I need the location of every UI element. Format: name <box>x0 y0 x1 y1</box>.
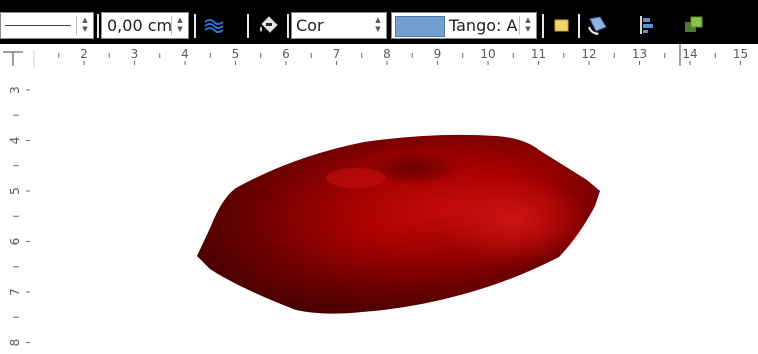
ruler-number: 4 <box>8 137 22 145</box>
toolbar-separator <box>578 14 580 38</box>
ruler-number: 9 <box>434 47 442 61</box>
shadow-button[interactable] <box>550 12 572 39</box>
ruler-number: 8 <box>383 47 391 61</box>
toolbar-separator <box>542 14 544 38</box>
torus-3d-object[interactable] <box>34 70 758 354</box>
drawing-toolbar: ▲ ▼ 0,00 cm ▲ ▼ Cor ▲ ▼ Tango: A ▲ ▼ <box>0 0 758 44</box>
ruler-number: 13 <box>632 47 647 61</box>
toolbar-separator <box>247 14 249 38</box>
line-style-preview <box>5 25 71 26</box>
line-style-spin[interactable]: ▲ ▼ <box>82 16 88 33</box>
line-width-spin[interactable]: ▲ ▼ <box>177 16 183 33</box>
shadow-icon <box>554 19 569 32</box>
ruler-number: 5 <box>232 47 240 61</box>
ruler-number: 6 <box>282 47 290 61</box>
spin-divider <box>76 16 77 35</box>
ruler-ticks: 2 3 4 5 6 7 8 9 10 11 12 13 14 15 <box>58 47 748 65</box>
rotate-icon <box>588 16 607 35</box>
arrange-button[interactable] <box>682 12 706 39</box>
area-style-dropdown[interactable]: Cor ▲ ▼ <box>291 12 387 39</box>
spin-divider <box>171 16 172 35</box>
paint-bucket-icon <box>260 16 278 33</box>
drawing-canvas[interactable] <box>34 70 758 354</box>
ruler-number: 8 <box>8 339 22 347</box>
ruler-number: 2 <box>80 47 88 61</box>
line-style-dropdown[interactable]: ▲ ▼ <box>0 12 94 39</box>
fill-color-dropdown[interactable]: Tango: A ▲ ▼ <box>391 12 537 39</box>
line-color-button[interactable] <box>202 12 226 39</box>
ruler-number: 11 <box>531 47 546 61</box>
align-button[interactable] <box>636 12 658 39</box>
fill-color-value: Tango: A <box>449 16 518 35</box>
bring-to-front-icon <box>685 16 703 32</box>
vertical-ruler[interactable]: 3 4 5 6 7 8 <box>0 70 34 354</box>
ruler-number: 4 <box>181 47 189 61</box>
ruler-number: 7 <box>8 288 22 296</box>
toolbar-separator <box>287 14 289 38</box>
ruler-number: 5 <box>8 187 22 195</box>
area-style-spin[interactable]: ▲ ▼ <box>375 16 381 33</box>
line-width-value: 0,00 cm <box>107 16 173 35</box>
ruler-number: 3 <box>8 86 22 94</box>
horizontal-ruler[interactable]: 2 3 4 5 6 7 8 9 10 11 12 13 14 15 <box>0 44 758 71</box>
fill-color-spin[interactable]: ▲ ▼ <box>525 16 531 33</box>
toolbar-separator <box>194 14 196 38</box>
ruler-origin-marker <box>3 50 35 68</box>
ruler-number: 7 <box>333 47 341 61</box>
rotate-button[interactable] <box>585 12 611 39</box>
align-left-icon <box>640 16 653 34</box>
line-color-icon <box>204 19 224 33</box>
ruler-number: 6 <box>8 238 22 246</box>
spin-divider <box>519 16 520 35</box>
area-style-value: Cor <box>296 16 324 35</box>
ruler-number: 3 <box>131 47 139 61</box>
ruler-number: 12 <box>581 47 596 61</box>
ruler-number: 14 <box>682 47 697 61</box>
ruler-number: 15 <box>733 47 748 61</box>
ruler-ticks: 3 4 5 6 7 8 <box>8 86 30 346</box>
line-width-field[interactable]: 0,00 cm ▲ ▼ <box>101 12 189 39</box>
fill-color-swatch <box>395 16 445 37</box>
ruler-number: 10 <box>480 47 495 61</box>
area-button[interactable] <box>256 12 282 39</box>
toolbar-separator <box>97 14 99 38</box>
